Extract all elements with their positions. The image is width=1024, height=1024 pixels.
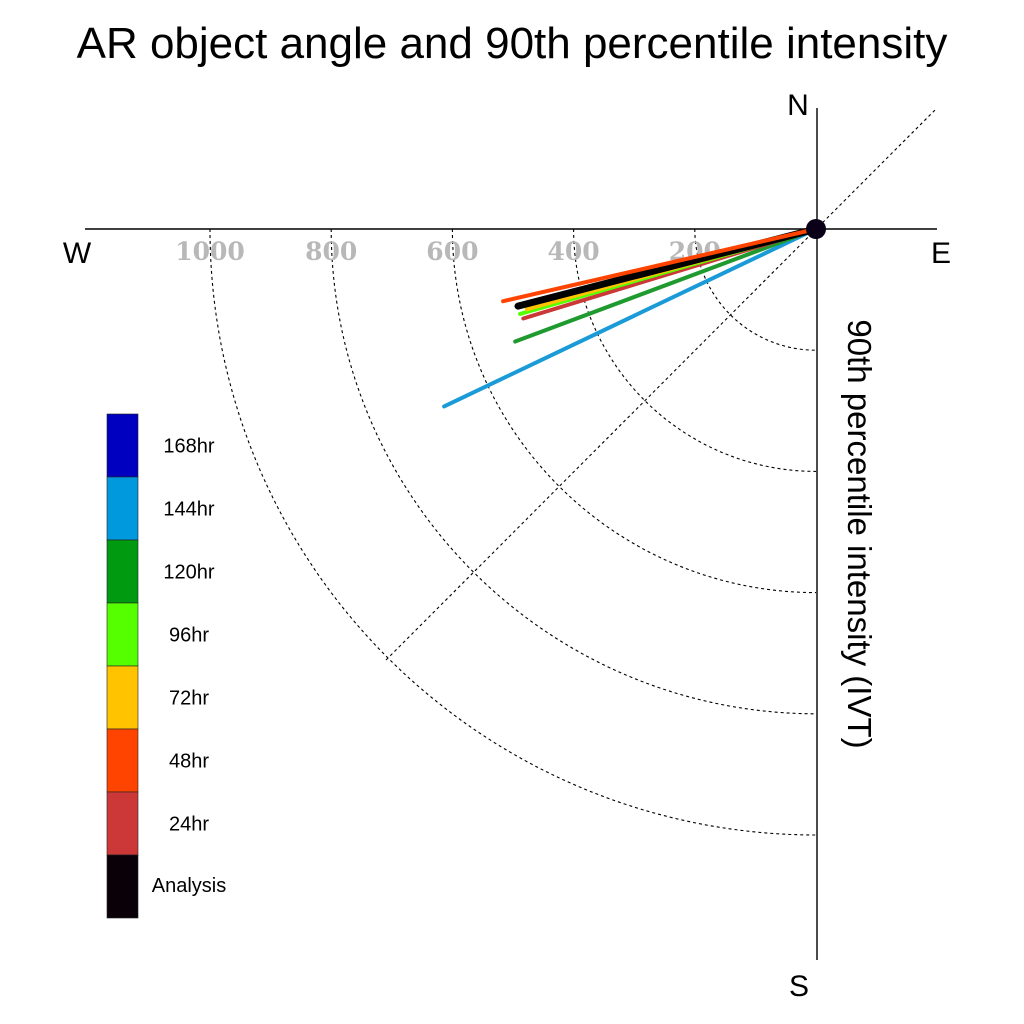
legend-label: 48hr <box>169 751 209 773</box>
legend-swatch <box>106 791 139 856</box>
radial-tick-label: 600 <box>426 237 478 266</box>
radial-tick-label: 1000 <box>175 237 245 266</box>
legend-swatch <box>106 728 139 793</box>
legend-swatch <box>106 539 139 604</box>
compass-west: W <box>63 237 92 270</box>
legend-label: 168hr <box>163 436 214 458</box>
legend-swatch <box>106 602 139 667</box>
compass-north: N <box>787 89 809 122</box>
legend-label: 96hr <box>169 625 209 647</box>
radial-tick-label: 400 <box>548 237 600 266</box>
legend-swatch <box>106 665 139 730</box>
legend-label: Analysis <box>152 875 226 897</box>
grid-ring-600 <box>451 228 817 594</box>
legend-swatch <box>106 476 139 541</box>
legend-label: 24hr <box>169 814 209 836</box>
legend-label: 144hr <box>163 499 214 521</box>
series-lines <box>442 225 820 409</box>
legend-swatch <box>106 854 139 919</box>
series-line-144hr <box>442 227 818 409</box>
radial-tick-label: 800 <box>305 237 357 266</box>
legend-label: 120hr <box>163 562 214 584</box>
origin-marker <box>806 219 826 239</box>
compass-east: E <box>931 237 951 270</box>
legend: 168hr 144hr 120hr 96hr 72hr 48hr 24hr Analysis <box>106 413 226 919</box>
chart-title: AR object angle and 90th percentile inte… <box>77 19 948 68</box>
series-line-120hr <box>513 227 818 344</box>
grid-ring-800 <box>330 228 817 715</box>
compass-south: S <box>789 970 809 1003</box>
y-axis-label: 90th percentile intensity (IVT) <box>841 319 878 748</box>
diagonal-guide <box>385 107 938 661</box>
series-line-48hr <box>501 227 818 304</box>
grid-ring-1000 <box>209 228 817 836</box>
legend-label: 72hr <box>169 688 209 710</box>
legend-swatch <box>106 413 139 478</box>
